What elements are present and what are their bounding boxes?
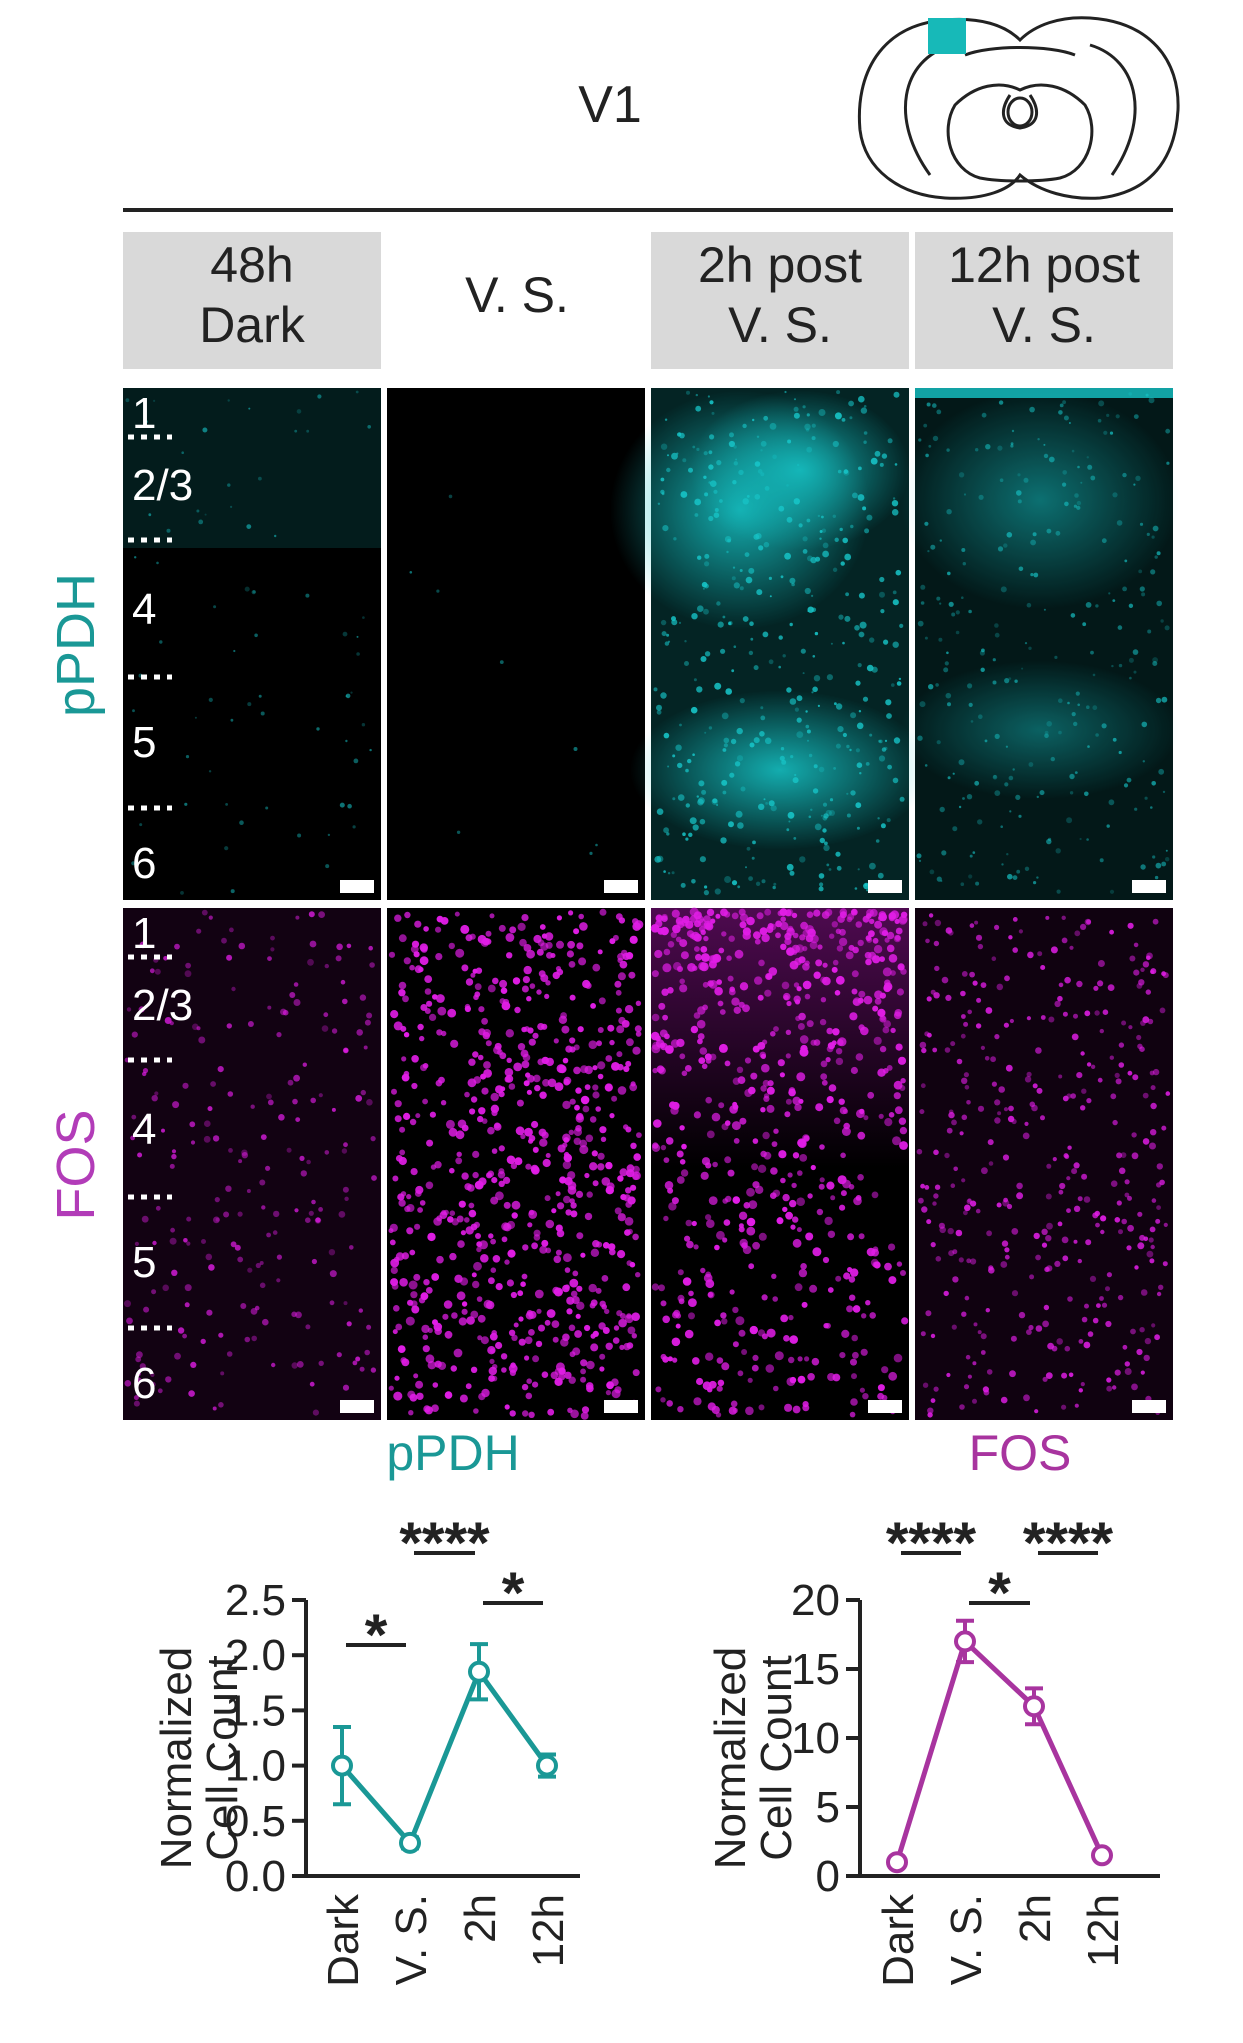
y-tick-label: 0 [816,1852,840,1901]
y-tick-label: 20 [791,1576,840,1625]
y-tick-label: 0.5 [225,1797,286,1846]
layer-6-label: 6 [132,839,156,888]
region-title: V1 [578,76,642,134]
data-point [954,1630,976,1653]
y-tick-label: 0.0 [225,1852,286,1901]
x-tick-label: 12h [1079,1894,1128,1967]
ppdh-panel-48h-dark [123,388,381,900]
fos-panel-vs [387,908,645,1420]
significance-label: * [502,1561,525,1626]
series-line [340,1666,550,1848]
y-tick-label: 10 [791,1714,840,1763]
data-point [331,1754,353,1777]
y-tick-label: 5 [816,1783,840,1832]
ppdh-panel-vs [387,388,645,900]
v1-region-marker [928,18,966,54]
y-tick-label: 1.0 [225,1742,286,1791]
condition-header-2: V. S. [465,267,569,323]
fos-panel-48h-dark [123,908,381,1420]
condition-1-line2: Dark [199,297,306,353]
layer-23-label: 2/3 [132,981,193,1030]
layer-23-label: 2/3 [132,461,193,510]
layer-labels-fos: 1 2/3 4 5 6 [128,909,193,1408]
data-point [468,1660,490,1683]
layer-labels-ppdh: 1 2/3 4 5 6 [128,389,193,888]
significance-label: **** [886,1511,977,1576]
significance-label: * [988,1561,1011,1626]
fos-panel-12h-post [915,908,1173,1420]
condition-header-1: 48h Dark [123,232,381,369]
x-tick-label: Dark [319,1893,368,1987]
y-tick-label: 15 [791,1645,840,1694]
ppdh-panel-12h-post [900,388,1180,900]
coronal-brain-section-icon [857,16,1180,200]
condition-4-line2: V. S. [992,297,1096,353]
condition-header-4: 12h post V. S. [915,232,1173,369]
data-point [886,1851,908,1874]
significance-label: **** [399,1511,490,1576]
y-tick-label: 1.5 [225,1686,286,1735]
y-axis-label: NormalizedCell Count [152,1647,247,1870]
scale-bars [340,880,1166,1413]
significance-label: **** [1023,1511,1114,1576]
x-tick-label: V. S. [387,1894,436,1985]
data-point [399,1831,421,1854]
layer-5-label: 5 [132,1238,156,1287]
x-tick-label: V. S. [942,1894,991,1985]
condition-3-line2: V. S. [728,297,832,353]
data-point [1023,1695,1045,1718]
significance-marker: * [483,1561,543,1626]
y-axis-label: NormalizedCell Count [706,1647,801,1870]
condition-2-line2: V. S. [465,267,569,323]
significance-marker: **** [399,1511,490,1576]
layer-5-label: 5 [132,718,156,767]
layer-4-label: 4 [132,1105,156,1154]
condition-4-line1: 12h post [948,237,1140,293]
condition-1-line1: 48h [210,237,293,293]
y-tick-label: 2.0 [225,1631,286,1680]
significance-marker: **** [886,1511,977,1576]
data-point [536,1754,558,1777]
layer-6-label: 6 [132,1359,156,1408]
condition-3-line1: 2h post [698,237,862,293]
layer-1-label: 1 [132,389,156,438]
fos-chart: FOS NormalizedCell Count 0 5 10 15 20 Dark V. S.… [706,1425,1160,1987]
ppdh-panel-2h-post [610,388,930,900]
data-point [1091,1844,1113,1867]
row-label-ppdh: pPDH [46,573,106,717]
chart-title: FOS [969,1425,1072,1481]
significance-marker: **** [1023,1511,1114,1576]
x-tick-label: Dark [874,1893,923,1987]
significance-marker: * [969,1561,1030,1626]
layer-1-label: 1 [132,909,156,958]
condition-header-3: 2h post V. S. [651,232,909,369]
layer-4-label: 4 [132,585,156,634]
row-label-fos: FOS [46,1109,106,1220]
significance-label: * [365,1603,388,1668]
y-tick-label: 2.5 [225,1576,286,1625]
x-tick-label: 12h [524,1894,573,1967]
fos-panel-2h-post [650,907,909,1420]
chart-title: pPDH [386,1425,519,1481]
x-tick-label: 2h [1011,1894,1060,1943]
series-line [894,1636,1105,1863]
x-tick-label: 2h [456,1894,505,1943]
significance-marker: * [346,1603,406,1668]
